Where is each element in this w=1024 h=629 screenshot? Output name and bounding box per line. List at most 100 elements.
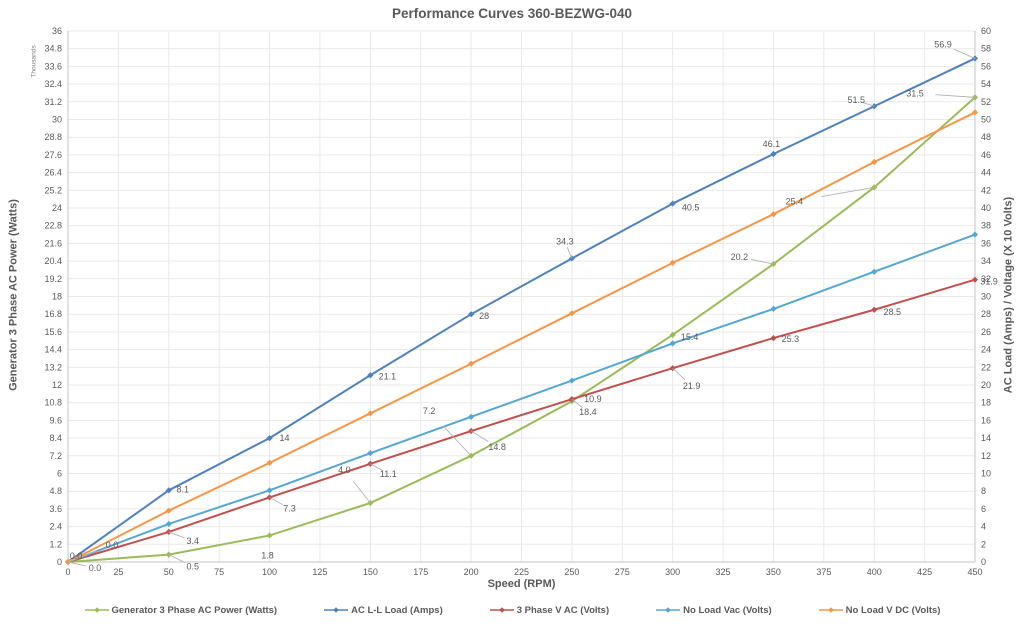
y-left-tick-label: 26.4 xyxy=(44,168,62,178)
legend-item-4[interactable]: No Load Vac (Volts) xyxy=(655,605,772,616)
data-label: 34.3 xyxy=(556,236,574,246)
y-left-tick-label: 32.4 xyxy=(44,79,62,89)
y-left-tick-label: 16.8 xyxy=(44,309,62,319)
data-point-marker xyxy=(971,231,979,238)
x-tick-label: 125 xyxy=(312,567,327,577)
label-leader-line xyxy=(750,258,774,265)
legend-item-5[interactable]: No Load V DC (Volts) xyxy=(818,604,941,616)
data-point-marker xyxy=(568,310,575,317)
y-right-tick-label: 4 xyxy=(981,522,986,532)
data-label: 10.9 xyxy=(584,394,602,404)
data-point-marker xyxy=(266,532,273,539)
data-label: 51.5 xyxy=(847,95,865,105)
y-left-tick-label: 7.2 xyxy=(49,451,62,461)
data-label: 14.8 xyxy=(488,442,506,452)
y-right-tick-label: 56 xyxy=(981,61,991,71)
data-label: 0.0 xyxy=(70,551,83,561)
data-point-marker xyxy=(266,459,273,466)
data-point-marker xyxy=(165,520,172,528)
data-point-marker xyxy=(971,276,979,283)
legend-marker-icon xyxy=(656,607,681,613)
series-line-1 xyxy=(67,96,976,563)
data-label: 0.0 xyxy=(89,563,102,573)
data-label: 56.9 xyxy=(934,39,952,49)
data-label: 31.5 xyxy=(906,88,924,98)
label-leader-line xyxy=(67,550,98,563)
y-right-tick-label: 14 xyxy=(981,433,991,443)
y-left-tick-label: 8.4 xyxy=(49,433,62,443)
label-leader-line xyxy=(821,186,875,198)
y-right-tick-label: 52 xyxy=(981,97,991,107)
data-label: 20.2 xyxy=(731,252,749,262)
data-label: 28 xyxy=(479,311,489,321)
data-label: 25.4 xyxy=(785,196,803,206)
data-label: 31.9 xyxy=(980,277,998,287)
y-left-tick-label: 3.6 xyxy=(49,504,62,514)
chart-legend: Generator 3 Phase AC Power (Watts) AC L-L… xyxy=(0,601,1024,619)
x-tick-label: 325 xyxy=(716,567,731,577)
series-line-4 xyxy=(67,233,976,563)
y-left-tick-label: 25.2 xyxy=(44,185,62,195)
x-tick-label: 425 xyxy=(917,567,932,577)
x-tick-label: 400 xyxy=(867,567,882,577)
data-point-marker xyxy=(770,211,777,218)
label-leader-line xyxy=(566,247,573,259)
y-left-tick-label: 36 xyxy=(52,26,62,36)
legend-item-3[interactable]: 3 Phase V AC (Volts) xyxy=(489,605,609,616)
series-line-5 xyxy=(67,111,976,563)
data-point-marker xyxy=(367,450,374,457)
data-label: 15.4 xyxy=(681,332,699,342)
legend-marker-icon xyxy=(324,607,349,613)
x-tick-label: 150 xyxy=(363,567,378,577)
x-axis-title: Speed (RPM) xyxy=(487,578,556,590)
data-label: 40.5 xyxy=(682,203,700,213)
y-right-tick-label: 34 xyxy=(981,256,991,266)
legend-item-1[interactable]: Generator 3 Phase AC Power (Watts) xyxy=(84,604,278,616)
data-label: 14 xyxy=(280,433,290,443)
x-tick-label: 250 xyxy=(564,567,579,577)
legend-label: 3 Phase V AC (Volts) xyxy=(516,604,610,616)
x-tick-label: 25 xyxy=(113,567,123,577)
y-left-tick-label: 0 xyxy=(57,557,62,567)
y-left-tick-label: 27.6 xyxy=(44,150,62,160)
y-right-tick-label: 2 xyxy=(981,539,986,549)
y-left-tick-label: 10.8 xyxy=(44,398,62,408)
x-tick-label: 200 xyxy=(464,567,479,577)
label-leader-line xyxy=(935,94,976,98)
y-right-tick-label: 38 xyxy=(981,221,991,231)
y-right-tick-label: 18 xyxy=(981,398,991,408)
data-point-marker xyxy=(266,487,273,494)
y-right-tick-label: 8 xyxy=(981,486,986,496)
y-left-tick-label: 19.2 xyxy=(44,274,62,284)
y-right-tick-label: 12 xyxy=(981,451,991,461)
y-left-tick-label: 34.8 xyxy=(44,44,62,54)
x-tick-label: 375 xyxy=(816,567,831,577)
y-left-tick-label: 22.8 xyxy=(44,221,62,231)
y-left-tick-label: 33.6 xyxy=(44,61,62,71)
data-point-marker xyxy=(669,331,676,338)
legend-label: No Load Vac (Volts) xyxy=(683,604,772,616)
x-tick-label: 225 xyxy=(514,567,529,577)
data-label: 1.8 xyxy=(261,550,274,560)
legend-label: Generator 3 Phase AC Power (Watts) xyxy=(111,604,278,616)
legend-marker-icon xyxy=(489,607,514,613)
legend-label: No Load V DC (Volts) xyxy=(845,604,941,616)
y-left-tick-label: 18 xyxy=(52,292,62,302)
y-left-tick-label: 20.4 xyxy=(44,256,62,266)
data-point-marker xyxy=(770,305,777,312)
data-label: 8.1 xyxy=(177,484,190,494)
x-tick-label: 75 xyxy=(214,567,224,577)
y-right-tick-label: 22 xyxy=(981,362,991,372)
x-tick-label: 100 xyxy=(262,567,277,577)
y-right-tick-label: 10 xyxy=(981,469,991,479)
x-tick-label: 0 xyxy=(65,567,70,577)
data-point-marker xyxy=(669,340,676,347)
label-leader-line xyxy=(571,398,583,409)
data-label: 21.9 xyxy=(683,381,701,391)
y-right-tick-label: 32 xyxy=(981,274,991,284)
data-point-marker xyxy=(367,460,374,467)
label-leader-line xyxy=(443,425,472,457)
data-point-marker xyxy=(266,435,273,442)
legend-item-2[interactable]: AC L-L Load (Amps) xyxy=(323,605,443,616)
